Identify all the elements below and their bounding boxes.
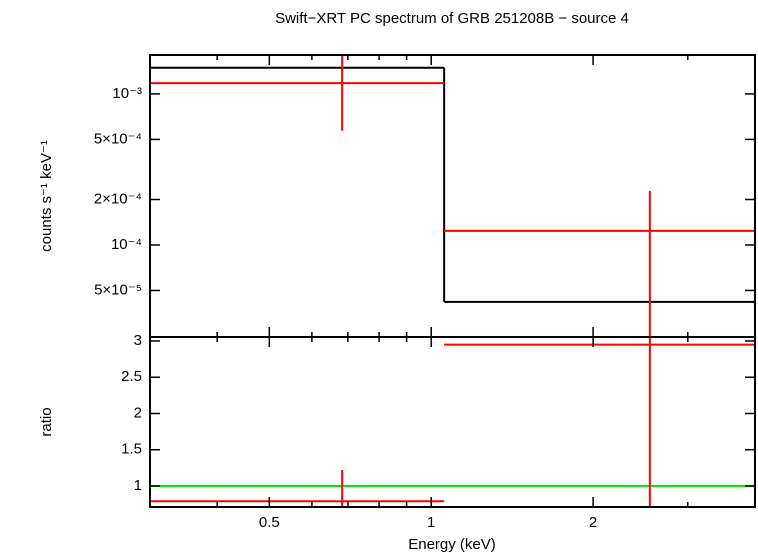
x-axis-label: Energy (keV) [408,536,496,553]
y-tick-label: 2 [134,404,142,421]
y-tick-label: 10⁻⁴ [111,236,142,253]
y-tick-label: 5×10⁻⁴ [94,130,142,147]
y-tick-label: 3 [134,332,142,349]
plot-area [150,55,755,337]
y-tick-label: 2×10⁻⁴ [94,190,142,207]
plot-area [150,337,755,507]
y-tick-label: 2.5 [121,368,142,385]
y-tick-label: 1.5 [121,441,142,458]
chart-title: Swift−XRT PC spectrum of GRB 251208B − s… [275,10,629,27]
y-tick-label: 1 [134,477,142,494]
x-tick-label: 1 [427,514,435,531]
y-tick-label: 10⁻³ [112,85,142,102]
y-axis-label: ratio [38,407,55,436]
plot-frame [149,336,756,508]
x-tick-label: 0.5 [259,514,280,531]
y-tick-label: 5×10⁻⁵ [94,281,142,298]
y-axis-label: counts s⁻¹ keV⁻¹ [38,140,55,252]
x-tick-label: 2 [589,514,597,531]
